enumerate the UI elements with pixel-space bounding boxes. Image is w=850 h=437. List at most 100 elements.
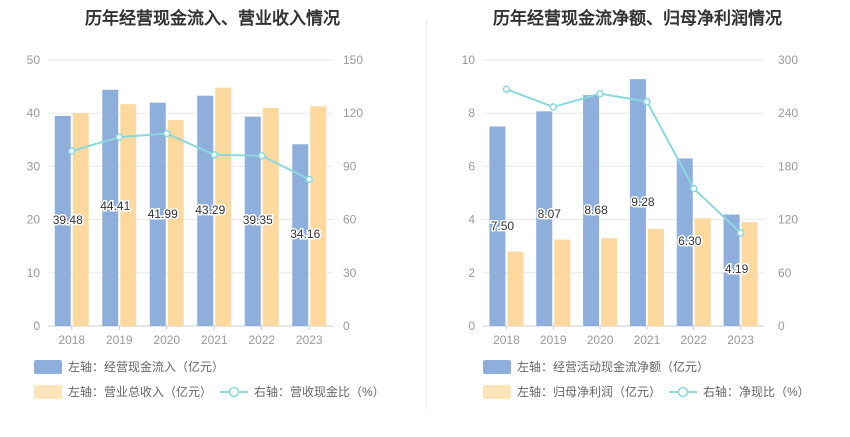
panel-divider (426, 20, 427, 410)
bar-series1 (629, 79, 646, 326)
x-tick-label: 2021 (634, 333, 661, 347)
line-point (258, 152, 266, 160)
x-tick-label: 2021 (201, 333, 228, 347)
line-point (596, 89, 604, 98)
legend-swatch-bar2 (483, 384, 511, 399)
y-right-tick-label: 60 (778, 266, 792, 280)
left-legend-row2: 左轴：营业总收入（亿元） 右轴：营收现金比（%） (34, 383, 393, 400)
left-legend-label2: 左轴：营业总收入（亿元） (68, 385, 213, 399)
y-right-tick-label: 60 (343, 213, 357, 227)
bar-data-label: 34.16 (290, 227, 320, 241)
bar-series1 (102, 89, 119, 326)
x-tick-label: 2019 (106, 333, 133, 347)
right-legend-item2[interactable]: 左轴：归母净利润（亿元） (483, 383, 661, 400)
bar-series1 (292, 144, 309, 326)
bar-series2 (694, 218, 711, 326)
bar-data-label: 9.28 (631, 195, 655, 209)
y-right-tick-label: 120 (343, 106, 363, 120)
x-tick-label: 2019 (540, 333, 567, 347)
x-tick-label: 2020 (153, 333, 180, 347)
bar-data-label: 8.07 (538, 207, 562, 221)
line-point (305, 175, 313, 184)
right-chart-svg: 0 2 4 6 8 10 0 60 120 180 240 300 2018 2019 2020 2021 20… (462, 53, 799, 347)
bar-data-label: 39.35 (243, 213, 273, 227)
legend-swatch-bar1 (34, 359, 62, 374)
left-legend-item1[interactable]: 左轴：经营现金流入（亿元） (34, 358, 224, 375)
line-series (506, 88, 742, 234)
y-right-tick-label: 180 (778, 159, 798, 173)
line-point (68, 147, 76, 155)
x-tick-label: 2020 (587, 333, 614, 347)
y-right-tick-label: 300 (778, 53, 798, 67)
bar-series2 (215, 87, 232, 326)
y-right-tick-label: 30 (343, 266, 357, 280)
y-right-tick-label: 150 (343, 53, 363, 67)
bar-series2 (120, 104, 137, 326)
bar-data-label: 43.29 (195, 203, 225, 217)
bar-series2 (310, 106, 327, 326)
line-point (115, 133, 123, 141)
legend-swatch-bar1 (483, 359, 511, 374)
bar-series2 (507, 251, 524, 326)
y-right-tick-label: 90 (343, 159, 357, 173)
bar-series2 (647, 228, 664, 326)
y-left-tick-label: 30 (27, 159, 41, 173)
bar-series2 (601, 238, 618, 326)
y-right-tick-label: 0 (778, 319, 785, 333)
bar-series1 (489, 126, 506, 326)
left-chart-panel: 历年经营现金流入、营业收入情况 0 10 20 30 40 50 0 30 60 90 120 150… (27, 9, 393, 400)
y-left-tick-label: 0 (33, 319, 40, 333)
y-left-tick-label: 20 (27, 213, 41, 227)
line-point (502, 85, 511, 94)
line-point (210, 150, 218, 159)
bar-series1 (149, 102, 166, 327)
y-left-tick-label: 50 (27, 53, 41, 67)
legend-swatch-bar2 (34, 384, 62, 399)
y-left-tick-label: 6 (468, 159, 475, 173)
right-chart-panel: 历年经营现金流净额、归母净利润情况 0 2 4 6 8 10 0 60 120 180 240 300… (425, 0, 850, 437)
x-tick-label: 2018 (493, 333, 520, 347)
bar-data-label: 4.19 (725, 262, 749, 276)
y-left-tick-label: 2 (468, 266, 475, 280)
bar-series2 (741, 222, 758, 326)
x-tick-label: 2023 (296, 333, 323, 347)
bar-series1 (244, 116, 261, 327)
bar-data-label: 39.48 (53, 213, 83, 227)
y-left-tick-label: 8 (468, 106, 475, 120)
right-legend-label2: 左轴：归母净利润（亿元） (517, 385, 662, 399)
bar-series2 (72, 113, 89, 326)
bar-series2 (167, 120, 184, 326)
y-left-tick-label: 40 (27, 106, 41, 120)
left-legend-item3[interactable]: 右轴：营收现金比（%） (220, 383, 385, 400)
bar-series1 (676, 158, 693, 326)
line-series (71, 132, 310, 181)
x-tick-label: 2022 (248, 333, 275, 347)
right-legend-item1[interactable]: 左轴：经营活动现金流净额（亿元） (483, 358, 709, 375)
right-legend-row1: 左轴：经营活动现金流净额（亿元） (483, 358, 717, 375)
line-point (736, 229, 745, 237)
bar-series2 (554, 239, 571, 326)
line-point (643, 97, 651, 106)
right-chart-title: 历年经营现金流净额、归母净利润情况 (493, 9, 782, 28)
bar-series1 (723, 214, 740, 326)
y-right-tick-label: 240 (778, 106, 798, 120)
line-point (549, 103, 557, 111)
legend-line-icon (220, 386, 249, 397)
right-legend-item3[interactable]: 右轴：净现比（%） (669, 383, 810, 400)
bar-data-label: 44.41 (100, 199, 130, 213)
right-legend-label3: 右轴：净现比（%） (703, 385, 810, 399)
left-legend-label1: 左轴：经营现金流入（亿元） (68, 360, 225, 374)
y-left-tick-label: 10 (27, 266, 41, 280)
x-tick-label: 2023 (727, 333, 754, 347)
left-legend-row1: 左轴：经营现金流入（亿元） (34, 358, 232, 375)
y-right-tick-label: 0 (343, 319, 350, 333)
y-left-tick-label: 10 (462, 53, 476, 67)
y-right-tick-label: 120 (778, 213, 798, 227)
legend-line-icon (669, 386, 698, 397)
left-chart-svg: 0 10 20 30 40 50 0 30 60 90 120 150 2018 2019 2020 2021… (27, 53, 364, 347)
x-tick-label: 2018 (58, 333, 85, 347)
left-legend-item2[interactable]: 左轴：营业总收入（亿元） (34, 383, 212, 400)
bar-series1 (54, 115, 71, 326)
bar-series1 (583, 95, 600, 326)
bar-data-label: 8.68 (584, 203, 608, 217)
